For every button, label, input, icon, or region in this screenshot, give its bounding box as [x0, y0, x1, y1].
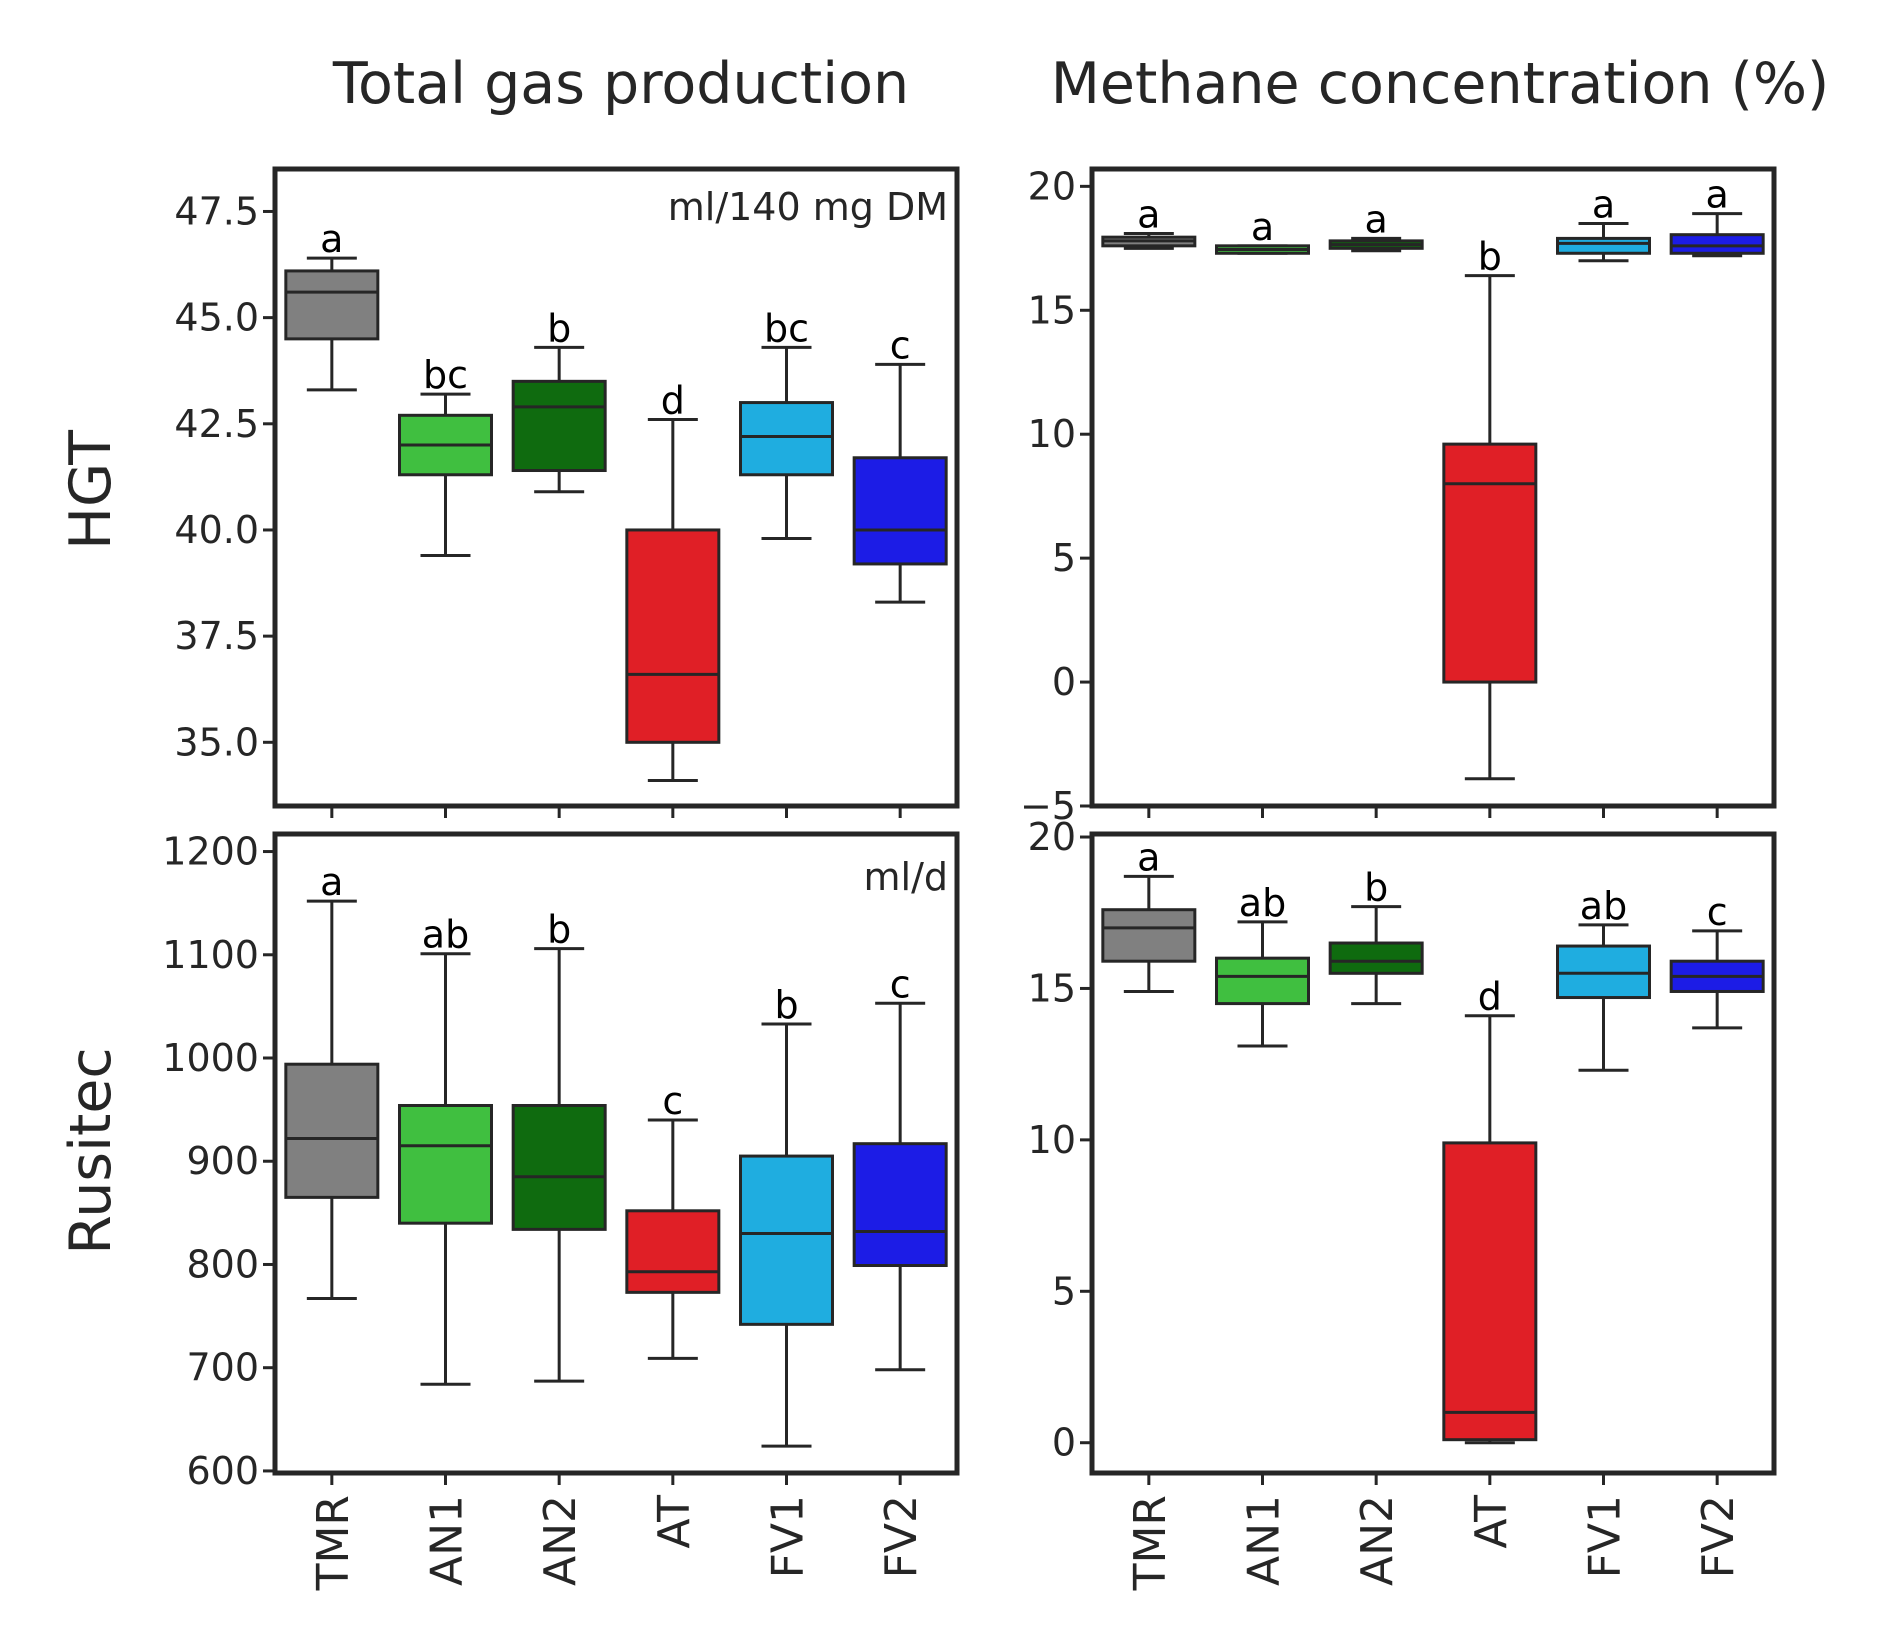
box-tmr	[284, 1062, 380, 1199]
y-tick-label: 10	[1028, 412, 1076, 456]
box-at	[1442, 1141, 1538, 1442]
y-tick-label: 5	[1052, 536, 1076, 580]
row-label-rusitec: Rusitec	[58, 1047, 124, 1254]
y-tick-label: 800	[186, 1242, 259, 1286]
x-tick-label: TMR	[1125, 1495, 1176, 1591]
significance-letter: b	[547, 908, 571, 952]
column-title-total-gas: Total gas production	[332, 51, 909, 117]
significance-letter: b	[1478, 235, 1502, 279]
panel-rusitec-methane: 0 5 10 15 20 TMR AN1 AN2 AT FV1 FV2 a ab b d ab c	[1028, 815, 1777, 1591]
significance-letter: a	[1365, 197, 1388, 241]
significance-letter: d	[1478, 975, 1502, 1019]
significance-letter: a	[320, 860, 343, 904]
x-tick-label: FV2	[876, 1495, 927, 1578]
x-tick-label: AN2	[1352, 1495, 1403, 1586]
box-fv1	[1556, 236, 1651, 255]
y-tick-label: 20	[1028, 815, 1076, 859]
y-tick-label: 1200	[162, 830, 259, 874]
row-label-hgt: HGT	[58, 430, 124, 550]
box-tmr	[284, 269, 380, 341]
box-an1	[398, 1103, 493, 1225]
box-fv2	[852, 1142, 948, 1268]
y-tick-label: 900	[186, 1139, 259, 1183]
x-tick-label: AN1	[422, 1495, 473, 1586]
box-at	[625, 1209, 721, 1294]
y-tick-label: 45.0	[174, 296, 259, 340]
plot-frame	[1089, 166, 1777, 809]
y-tick-label: 700	[186, 1346, 259, 1390]
x-tick-label: AT	[649, 1495, 700, 1549]
panel-hgt-total-gas: 35.0 37.5 40.0 42.5 45.0 47.5 a bc b d bc c	[174, 166, 960, 818]
significance-letter: c	[1707, 890, 1728, 934]
significance-letter: bc	[764, 306, 809, 350]
x-tick-label: FV1	[763, 1495, 814, 1578]
x-tick-label: AN1	[1239, 1495, 1290, 1586]
y-tick-label: 40.0	[174, 508, 259, 552]
unit-label-hgt-total-gas: ml/140 mg DM	[668, 185, 948, 229]
box-an2	[1328, 941, 1424, 975]
significance-letter: c	[662, 1079, 683, 1123]
significance-letter: ab	[422, 913, 469, 957]
significance-letter: bc	[423, 353, 468, 397]
box-fv2	[1669, 233, 1765, 255]
y-tick-label: 42.5	[174, 402, 259, 446]
box-tmr	[1101, 908, 1197, 963]
x-tick-label: FV2	[1693, 1495, 1744, 1578]
y-tick-label: 5	[1052, 1269, 1076, 1313]
significance-letter: c	[890, 962, 911, 1006]
significance-letter: b	[547, 306, 571, 350]
significance-letter: ab	[1580, 884, 1627, 928]
box-an1	[1215, 956, 1310, 1006]
x-tick-label: TMR	[308, 1495, 359, 1591]
y-tick-label: 15	[1028, 288, 1076, 332]
y-tick-label: 35.0	[174, 720, 259, 764]
y-tick-label: 1100	[162, 933, 259, 977]
significance-letter: a	[1137, 192, 1160, 236]
x-tick-label: FV1	[1580, 1495, 1631, 1578]
y-tick-label: 47.5	[174, 189, 259, 233]
significance-letter: a	[1251, 205, 1274, 249]
y-tick-label: 10	[1028, 1118, 1076, 1162]
column-title-methane: Methane concentration (%)	[1051, 51, 1830, 117]
box-fv2	[852, 456, 948, 566]
significance-letter: a	[1706, 173, 1729, 217]
panel-hgt-methane: −5 0 5 10 15 20 a a a b a a	[1020, 164, 1777, 828]
panel-rusitec-total-gas: 600 700 800 900 1000 1100 1200 TMR AN1 AN2 AT FV1 FV…	[162, 830, 960, 1591]
significance-letter: b	[774, 983, 798, 1027]
y-tick-label: 600	[186, 1449, 259, 1493]
x-tick-label: AT	[1466, 1495, 1517, 1549]
significance-letter: a	[1137, 835, 1160, 879]
plot-frame	[272, 166, 960, 809]
y-tick-label: 15	[1028, 966, 1076, 1010]
plot-frame	[1089, 831, 1777, 1476]
y-tick-label: 1000	[162, 1036, 259, 1080]
box-at	[1442, 442, 1538, 684]
y-tick-label: 0	[1052, 1421, 1076, 1465]
box-fv1	[1556, 944, 1651, 1000]
box-an2	[511, 1103, 607, 1231]
box-at	[625, 528, 721, 744]
significance-letter: c	[890, 323, 911, 367]
y-tick-label: 20	[1028, 164, 1076, 208]
box-an2	[511, 379, 607, 473]
significance-letter: d	[661, 379, 685, 423]
significance-letter: a	[320, 217, 343, 261]
significance-letter: a	[1592, 183, 1615, 227]
y-tick-label: 37.5	[174, 614, 259, 658]
box-fv1	[739, 1154, 834, 1326]
y-tick-label: −5	[1020, 784, 1076, 828]
significance-letter: ab	[1239, 881, 1286, 925]
significance-letter: b	[1364, 866, 1388, 910]
x-tick-label: AN2	[535, 1495, 586, 1586]
plot-frame	[272, 831, 960, 1476]
unit-label-rusitec-total-gas: ml/d	[864, 855, 949, 899]
box-fv1	[739, 401, 834, 477]
y-tick-label: 0	[1052, 660, 1076, 704]
